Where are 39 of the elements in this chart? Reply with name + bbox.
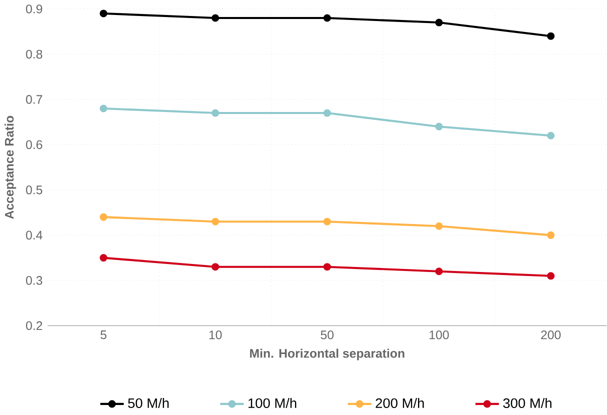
y-tick-label: 0.3 (26, 276, 42, 285)
y-axis-title: Acceptance Ratio (4, 116, 16, 219)
point (435, 222, 443, 230)
point (100, 9, 108, 18)
point (547, 272, 555, 280)
legend-label: 100 M/h (248, 398, 296, 408)
point (323, 262, 331, 270)
point (100, 254, 108, 262)
y-tick-label: 0.5 (26, 185, 42, 194)
point (435, 18, 443, 26)
y-tick-label: 0.7 (26, 94, 42, 104)
y-tick-label: 0.6 (26, 140, 42, 149)
point (100, 104, 108, 112)
point (547, 32, 555, 40)
x-tick-label: 200 (541, 330, 561, 340)
point (323, 218, 331, 226)
point (212, 14, 220, 22)
x-tick-label: 100 (430, 330, 449, 340)
x-tick-label: 5 (100, 330, 106, 339)
point (435, 122, 443, 130)
point (435, 267, 443, 275)
legend-label: 200 M/h (376, 398, 424, 408)
x-axis-title: Min. Horizontal separation (250, 348, 404, 360)
y-tick-label: 0.2 (26, 321, 42, 330)
point (212, 218, 220, 226)
point (100, 213, 108, 221)
point (547, 231, 555, 239)
x-tick-label: 50 (320, 330, 334, 340)
point (547, 132, 555, 140)
point (212, 262, 220, 270)
y-tick-label: 0.9 (26, 4, 42, 14)
legend-label: 300 M/h (503, 398, 552, 408)
y-tick-label: 0.8 (26, 50, 42, 58)
point (323, 109, 331, 117)
legend-label: 50 M/h (128, 398, 169, 408)
y-tick-label: 0.4 (26, 230, 42, 240)
point (212, 109, 220, 117)
point (323, 14, 331, 22)
x-tick-label: 10 (209, 330, 222, 340)
